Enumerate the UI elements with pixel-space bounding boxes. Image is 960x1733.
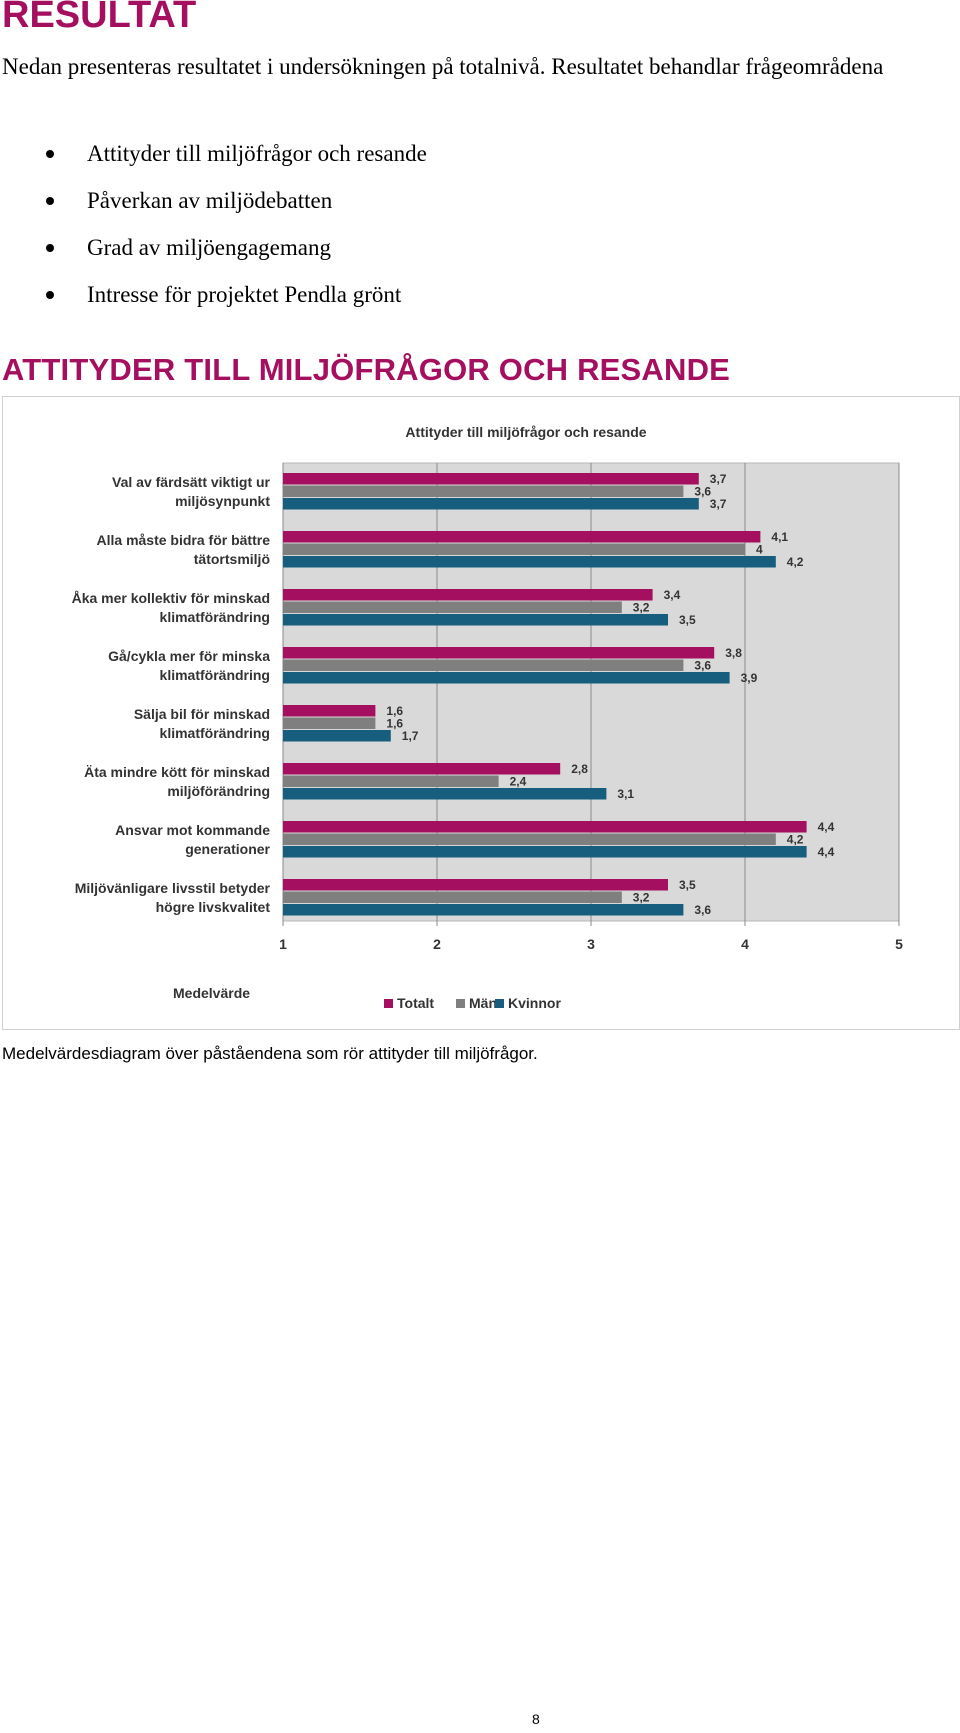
bar-män [283, 485, 684, 497]
data-label: 4,2 [787, 555, 804, 569]
data-label: 1,6 [386, 704, 403, 718]
x-tick-label: 5 [895, 936, 903, 952]
data-label: 4 [756, 543, 763, 557]
category-label: Sälja bil för minskad klimatförändring [134, 706, 270, 741]
topic-label: Påverkan av miljödebatten [87, 188, 333, 213]
x-tick-label: 3 [587, 936, 595, 952]
bullet-icon [46, 244, 54, 252]
data-label: 3,8 [725, 646, 742, 660]
data-label: 4,1 [771, 530, 788, 544]
category-label: Ansvar mot kommande generationer [115, 822, 270, 857]
data-label: 4,4 [818, 845, 835, 859]
bar-totalt [283, 531, 761, 543]
data-label: 3,6 [694, 903, 711, 917]
section-heading: ATTITYDER TILL MILJÖFRÅGOR OCH RESANDE [2, 352, 731, 387]
chart-title: Attityder till miljöfrågor och resande [405, 424, 646, 440]
category-label: Miljövänligare livsstil betyder högre liv… [75, 880, 271, 915]
legend-label: Totalt [397, 995, 434, 1011]
data-label: 4,2 [787, 833, 804, 847]
data-label: 3,5 [679, 878, 696, 892]
bar-chart: 1 2 3 4 5 Attityder till miljöfrågor och resa… [72, 424, 904, 1011]
data-label: 3,6 [694, 485, 711, 499]
topic-label: Attityder till miljöfrågor och resande [87, 141, 427, 166]
data-label: 1,6 [386, 717, 403, 731]
chart-caption: Medelvärdesdiagram över påståendena som … [2, 1044, 538, 1063]
bar-totalt [283, 473, 699, 485]
topic-label: Grad av miljöengagemang [87, 235, 331, 260]
legend-label: Män [469, 995, 497, 1011]
bar-kvinnor [283, 672, 730, 684]
data-label: 3,7 [710, 497, 727, 511]
data-label: 2,4 [510, 775, 527, 789]
bar-totalt [283, 589, 653, 601]
bar-män [283, 775, 499, 787]
x-tick-label: 2 [433, 936, 441, 952]
bar-kvinnor [283, 904, 684, 916]
bullet-icon [46, 150, 54, 158]
bar-män [283, 891, 622, 903]
data-label: 4,4 [818, 820, 835, 834]
legend-swatch [456, 999, 465, 1008]
bar-totalt [283, 821, 807, 833]
x-tick-label: 4 [741, 936, 749, 952]
bar-kvinnor [283, 556, 776, 568]
data-label: 3,1 [617, 787, 634, 801]
data-label: 2,8 [571, 762, 588, 776]
bar-män [283, 833, 776, 845]
data-label: 3,9 [741, 671, 758, 685]
bar-totalt [283, 705, 376, 717]
data-label: 3,4 [664, 588, 681, 602]
bullet-icon [46, 291, 54, 299]
data-label: 3,2 [633, 891, 650, 905]
bar-kvinnor [283, 498, 699, 510]
x-axis-label: Medelvärde [173, 985, 250, 1001]
topic-item: Attityder till miljöfrågor och resande [0, 130, 427, 177]
data-label: 3,7 [710, 472, 727, 486]
legend-swatch [384, 999, 393, 1008]
category-label: Äta mindre kött för minskad miljöförändri… [84, 764, 270, 799]
intro-paragraph: Nedan presenteras resultatet i undersökn… [2, 54, 884, 79]
topic-item: Intresse för projektet Pendla grönt [0, 271, 427, 318]
topic-label: Intresse för projektet Pendla grönt [87, 282, 402, 307]
category-label: Gå/cykla mer för minska klimatförändring [108, 648, 270, 683]
category-label: Alla måste bidra för bättre tätortsmiljö [97, 532, 271, 567]
bar-kvinnor [283, 614, 668, 626]
page-heading: RESULTAT [2, 0, 197, 36]
data-label: 3,6 [694, 659, 711, 673]
legend-swatch [495, 999, 504, 1008]
bar-totalt [283, 647, 715, 659]
bullet-icon [46, 197, 54, 205]
bar-män [283, 601, 622, 613]
bar-totalt [283, 879, 668, 891]
topic-item: Påverkan av miljödebatten [0, 177, 427, 224]
topic-item: Grad av miljöengagemang [0, 224, 427, 271]
bar-män [283, 543, 745, 555]
bar-kvinnor [283, 788, 607, 800]
data-label: 3,5 [679, 613, 696, 627]
bar-kvinnor [283, 846, 807, 858]
data-label: 1,7 [402, 729, 419, 743]
bar-män [283, 717, 376, 729]
topic-list: Attityder till miljöfrågor och resande P… [0, 130, 427, 318]
bar-totalt [283, 763, 561, 775]
data-label: 3,2 [633, 601, 650, 615]
category-label: Åka mer kollektiv för minskad klimatförän… [72, 590, 270, 625]
page-number: 8 [532, 1711, 540, 1727]
x-tick-label: 1 [279, 936, 287, 952]
legend-label: Kvinnor [508, 995, 561, 1011]
chart-container: 1 2 3 4 5 Attityder till miljöfrågor och resa… [2, 396, 960, 1030]
bar-kvinnor [283, 730, 391, 742]
category-label: Val av färdsätt viktigt ur miljösynpunkt [112, 474, 270, 509]
bar-män [283, 659, 684, 671]
